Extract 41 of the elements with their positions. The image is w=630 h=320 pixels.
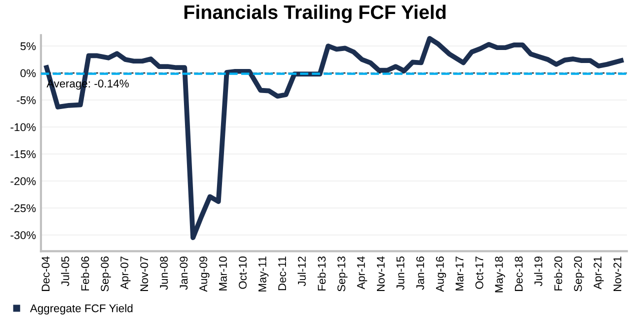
x-tick-label: Jul-05 xyxy=(61,256,70,286)
x-tick-label: Apr-14 xyxy=(357,256,368,290)
x-tick-label: Feb-13 xyxy=(318,256,326,290)
x-tick-label: Apr-07 xyxy=(120,256,131,290)
x-tick-label: Jun-15 xyxy=(396,256,404,290)
y-tick-label: 5% xyxy=(20,42,36,50)
x-tick-label: Sep-20 xyxy=(574,256,584,292)
x-tick-label: Nov-14 xyxy=(376,256,385,291)
x-tick-label: Apr-21 xyxy=(594,256,604,290)
x-tick-label: Aug-09 xyxy=(199,256,210,292)
x-tick-label: Oct-10 xyxy=(238,256,247,289)
y-tick-label: -20% xyxy=(10,177,36,186)
x-tick-label: Feb-20 xyxy=(554,256,562,290)
x-tick-label: May-18 xyxy=(495,256,506,292)
x-tick-label: Aug-16 xyxy=(436,256,446,292)
x-tick-label: Nov-21 xyxy=(613,256,622,291)
x-tick-label: Dec-04 xyxy=(42,256,50,291)
legend-label: Aggregate FCF Yield xyxy=(30,304,132,314)
y-tick-label: -30% xyxy=(10,231,36,240)
chart-title: Financials Trailing FCF Yield xyxy=(184,4,446,24)
x-tick-label: Nov-07 xyxy=(140,256,148,291)
y-tick-label: -25% xyxy=(10,204,36,212)
y-tick-label: 0% xyxy=(20,69,36,78)
x-tick-label: Feb-06 xyxy=(80,256,90,290)
x-tick-label: Jan-09 xyxy=(180,256,188,290)
y-tick-label: -5% xyxy=(16,96,36,104)
x-tick-label: Mar-17 xyxy=(456,256,464,290)
x-tick-label: Sep-06 xyxy=(100,256,111,292)
line-series xyxy=(44,36,624,240)
x-tick-label: Jul-19 xyxy=(534,256,542,286)
x-tick-label: Jul-12 xyxy=(298,256,306,286)
y-tick-label: -10% xyxy=(10,123,36,132)
x-tick-label: Dec-18 xyxy=(514,256,523,291)
y-tick-label: -15% xyxy=(10,150,36,158)
x-tick-label: May-11 xyxy=(258,256,268,292)
x-tick-label: Jan-16 xyxy=(416,256,424,290)
x-tick-label: Oct-17 xyxy=(475,256,484,289)
x-tick-label: Dec-11 xyxy=(278,256,286,290)
x-tick-label: Mar-10 xyxy=(218,256,227,290)
x-tick-label: Sep-13 xyxy=(337,256,348,292)
x-tick-label: Jun-08 xyxy=(160,256,168,290)
